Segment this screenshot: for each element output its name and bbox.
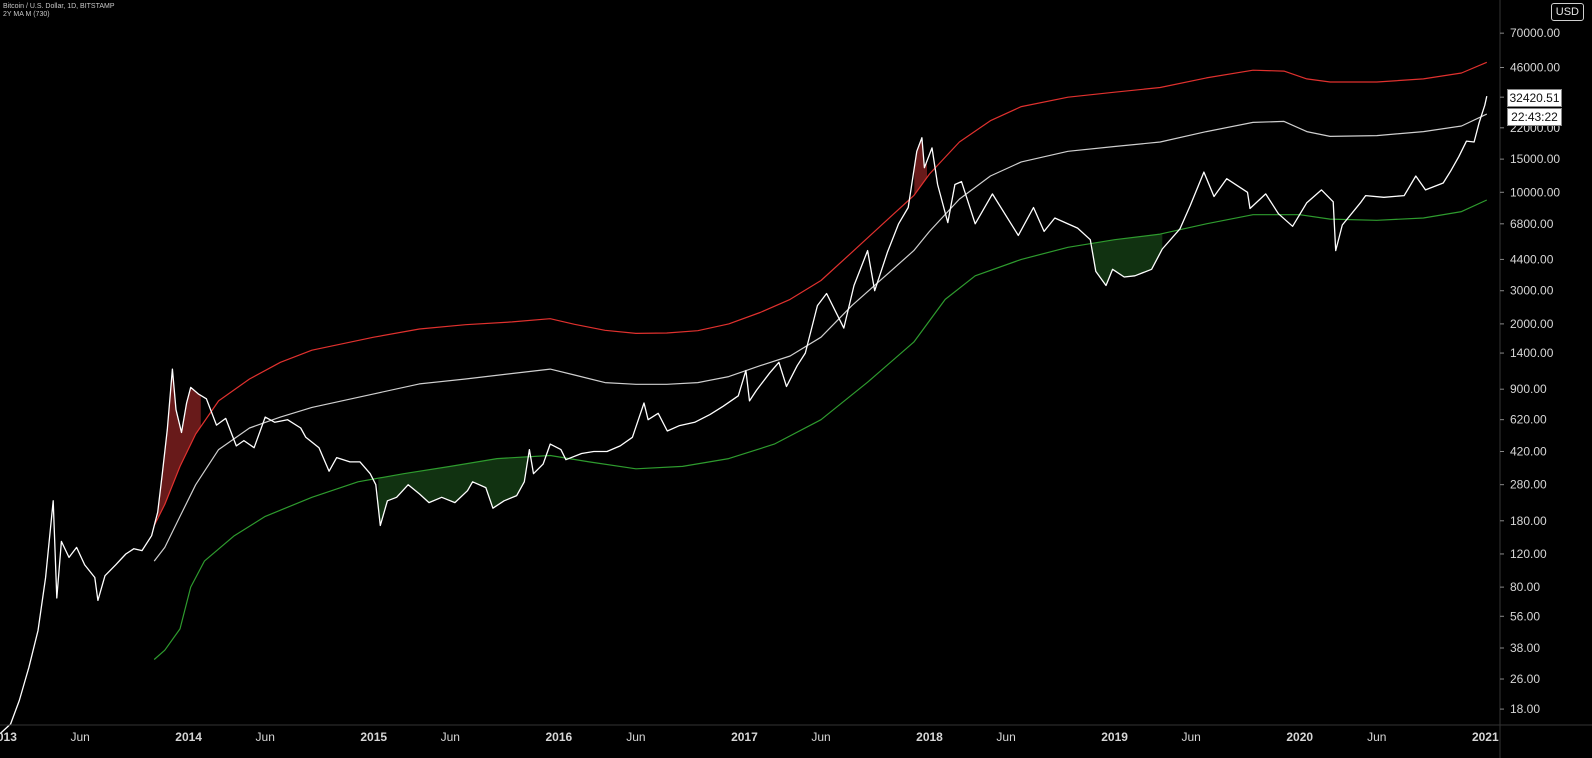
y-tick-label: 420.00: [1510, 445, 1547, 459]
y-tick-label: 10000.00: [1510, 185, 1560, 199]
overheat-fill-2013: [157, 371, 201, 519]
y-tick-label: 15000.00: [1510, 152, 1560, 166]
y-tick-label: 26.00: [1510, 672, 1540, 686]
ma-2y-line: [153, 113, 1488, 562]
y-tick-label: 3000.00: [1510, 284, 1554, 298]
x-tick-label: Jun: [626, 730, 645, 744]
y-tick-label: 38.00: [1510, 641, 1540, 655]
y-tick-label: 620.00: [1510, 413, 1547, 427]
x-tick-label: 2015: [360, 730, 387, 744]
indicator-title: 2Y MA M (730): [3, 11, 50, 18]
y-tick-label: 4400.00: [1510, 252, 1554, 266]
ma-x5-line: [153, 61, 1488, 526]
x-tick-label: 2013: [0, 730, 17, 744]
undervalued-fill-2015: [378, 456, 528, 525]
y-tick-label: 6800.00: [1510, 217, 1554, 231]
x-tick-label: Jun: [256, 730, 275, 744]
x-tick-label: Jun: [70, 730, 89, 744]
time-scale[interactable]: 2013 Jun 2014 Jun 2015 Jun 2016 Jun 2017 Jun 2018 J…: [0, 724, 1592, 744]
y-tick-label: 56.00: [1510, 609, 1540, 623]
x-tick-label: 2017: [731, 730, 758, 744]
x-tick-label: 2014: [175, 730, 202, 744]
ma-lower-line: [153, 199, 1488, 660]
y-tick-label: 280.00: [1510, 478, 1547, 492]
x-tick-label: 2018: [916, 730, 943, 744]
currency-badge[interactable]: USD: [1550, 3, 1584, 21]
y-tick-label: 80.00: [1510, 580, 1540, 594]
overheat-fill-2017: [914, 137, 927, 195]
y-tick-label: 70000.00: [1510, 26, 1560, 40]
y-tick-label: 46000.00: [1510, 60, 1560, 74]
y-tick-label: 2000.00: [1510, 317, 1554, 331]
price-line: [0, 95, 1488, 735]
y-tick-label: 120.00: [1510, 547, 1547, 561]
countdown-label: 22:43:22: [1507, 108, 1562, 126]
x-tick-label: Jun: [1367, 730, 1386, 744]
price-scale[interactable]: 18.00 26.00 38.00 56.00 80.00 120.00 180.00 280…: [1499, 0, 1560, 758]
y-tick-label: 1400.00: [1510, 346, 1554, 360]
x-tick-label: 2016: [545, 730, 572, 744]
x-tick-label: Jun: [441, 730, 460, 744]
y-tick-label: 900.00: [1510, 382, 1547, 396]
x-tick-label: 2021: [1472, 730, 1499, 744]
x-tick-label: Jun: [1181, 730, 1200, 744]
x-tick-label: 2020: [1286, 730, 1313, 744]
x-tick-label: Jun: [811, 730, 830, 744]
symbol-title: Bitcoin / U.S. Dollar, 1D, BITSTAMP: [3, 3, 115, 10]
y-tick-label: 18.00: [1510, 702, 1540, 716]
last-price-label: 32420.51: [1507, 89, 1562, 107]
y-tick-label: 180.00: [1510, 514, 1547, 528]
x-tick-label: 2019: [1101, 730, 1128, 744]
x-tick-label: Jun: [996, 730, 1015, 744]
